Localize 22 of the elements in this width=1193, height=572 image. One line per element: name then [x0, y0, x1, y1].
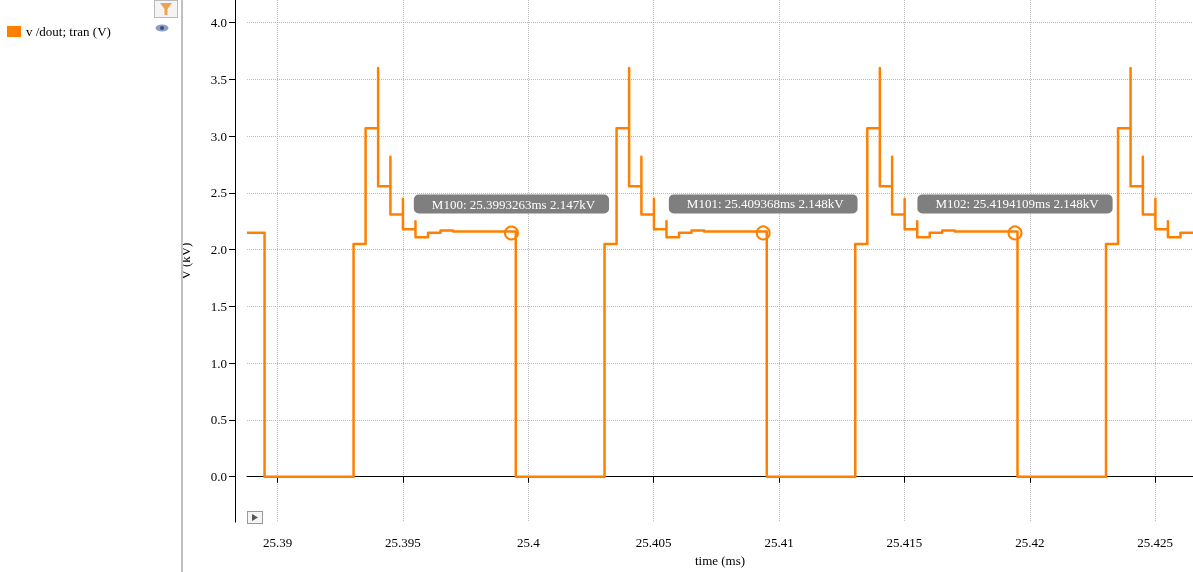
y-tick-label: 4.0	[210, 15, 227, 31]
x-tick-label: 25.425	[1137, 535, 1174, 551]
y-tick-label: 1.5	[210, 298, 227, 314]
x-tick-label: 25.415	[886, 535, 923, 551]
y-tick-label: 2.5	[210, 185, 227, 201]
x-tick-label: 25.42	[1015, 535, 1045, 551]
x-tick-label: 25.41	[764, 535, 794, 551]
y-tick-label: 3.0	[210, 128, 227, 144]
y-tick-label: 1.0	[210, 355, 227, 371]
annotation: M100: 25.3993263ms 2.147kV	[431, 196, 596, 212]
y-tick-label: 2.0	[210, 242, 227, 258]
annotation: M102: 25.4194109ms 2.148kV	[935, 196, 1100, 212]
y-tick-label: 3.5	[210, 71, 227, 87]
x-tick-label: 25.39	[262, 535, 293, 551]
annotation: M101: 25.409368ms 2.148kV	[686, 196, 845, 212]
y-tick-label: 0.5	[210, 412, 227, 428]
x-tick-label: 25.4	[516, 535, 541, 551]
x-tick-label: 25.405	[635, 535, 672, 551]
x-tick-label: 25.395	[385, 535, 421, 551]
x-axis-title: time (ms)	[694, 553, 746, 568]
legend-label: v /dout; tran (V)	[26, 24, 111, 39]
y-tick-label: 0.0	[210, 469, 227, 485]
